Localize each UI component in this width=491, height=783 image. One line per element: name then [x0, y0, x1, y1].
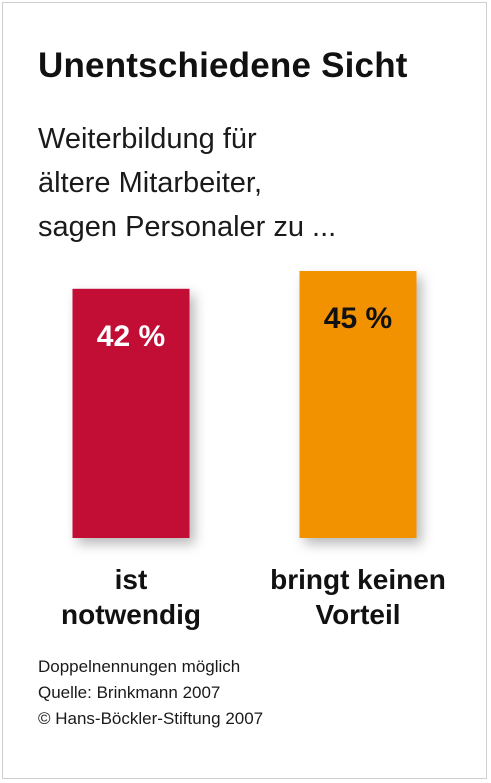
bar-value-label-1: 42 %	[97, 320, 165, 353]
subtitle-line-2: ältere Mitarbeiter,	[38, 167, 263, 199]
footnote-source: Quelle: Brinkmann 2007	[38, 683, 221, 702]
chart-subtitle: Weiterbildung für ältere Mitarbeiter, sa…	[38, 117, 336, 249]
subtitle-line-3: sagen Personaler zu ...	[38, 211, 337, 243]
bar-chart: 42 % ist notwendig 45 % bringt keinen Vorteil	[61, 271, 446, 630]
bar-1	[72, 288, 190, 538]
category-label-2-line-2: Vorteil	[315, 599, 400, 630]
category-label-1-line-1: ist	[115, 564, 148, 595]
subtitle-line-1: Weiterbildung für	[38, 123, 257, 155]
category-label-1-line-2: notwendig	[61, 599, 201, 630]
category-label-2-line-1: bringt keinen	[270, 564, 446, 595]
footnote-duplicates: Doppelnennungen möglich	[38, 657, 241, 676]
footnotes: Doppelnennungen möglich Quelle: Brinkman…	[38, 654, 263, 732]
chart-title: Unentschiedene Sicht	[38, 46, 408, 85]
bar-2	[299, 271, 417, 538]
bar-value-label-2: 45 %	[324, 302, 392, 335]
footnote-copyright: © Hans-Böckler-Stiftung 2007	[38, 709, 264, 728]
